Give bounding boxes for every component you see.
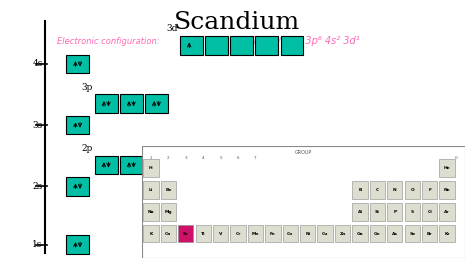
Bar xyxy=(281,36,303,55)
Text: 2s: 2s xyxy=(32,182,43,191)
Text: Scandium: Scandium xyxy=(174,11,300,34)
Bar xyxy=(180,36,203,55)
Bar xyxy=(95,156,118,174)
Text: 3p: 3p xyxy=(81,83,92,92)
Text: 1s²2s²2p⁶ 3s² 3p⁶ 4s² 3d¹: 1s²2s²2p⁶ 3s² 3p⁶ 4s² 3d¹ xyxy=(237,36,360,46)
Text: 3s: 3s xyxy=(32,120,43,130)
Bar xyxy=(95,94,118,113)
Bar xyxy=(120,156,143,174)
Bar xyxy=(66,55,89,73)
Bar xyxy=(145,156,168,174)
Text: Electronic configuration:: Electronic configuration: xyxy=(57,37,160,46)
Bar xyxy=(66,235,89,254)
Text: 1s: 1s xyxy=(32,240,43,249)
Bar xyxy=(145,94,168,113)
Bar xyxy=(66,177,89,196)
Bar xyxy=(230,36,253,55)
Bar xyxy=(66,116,89,134)
Text: 4s: 4s xyxy=(32,59,43,68)
Bar xyxy=(255,36,278,55)
Text: 2p: 2p xyxy=(81,144,92,153)
Bar xyxy=(205,36,228,55)
Bar xyxy=(120,94,143,113)
Text: 3d: 3d xyxy=(166,24,178,33)
